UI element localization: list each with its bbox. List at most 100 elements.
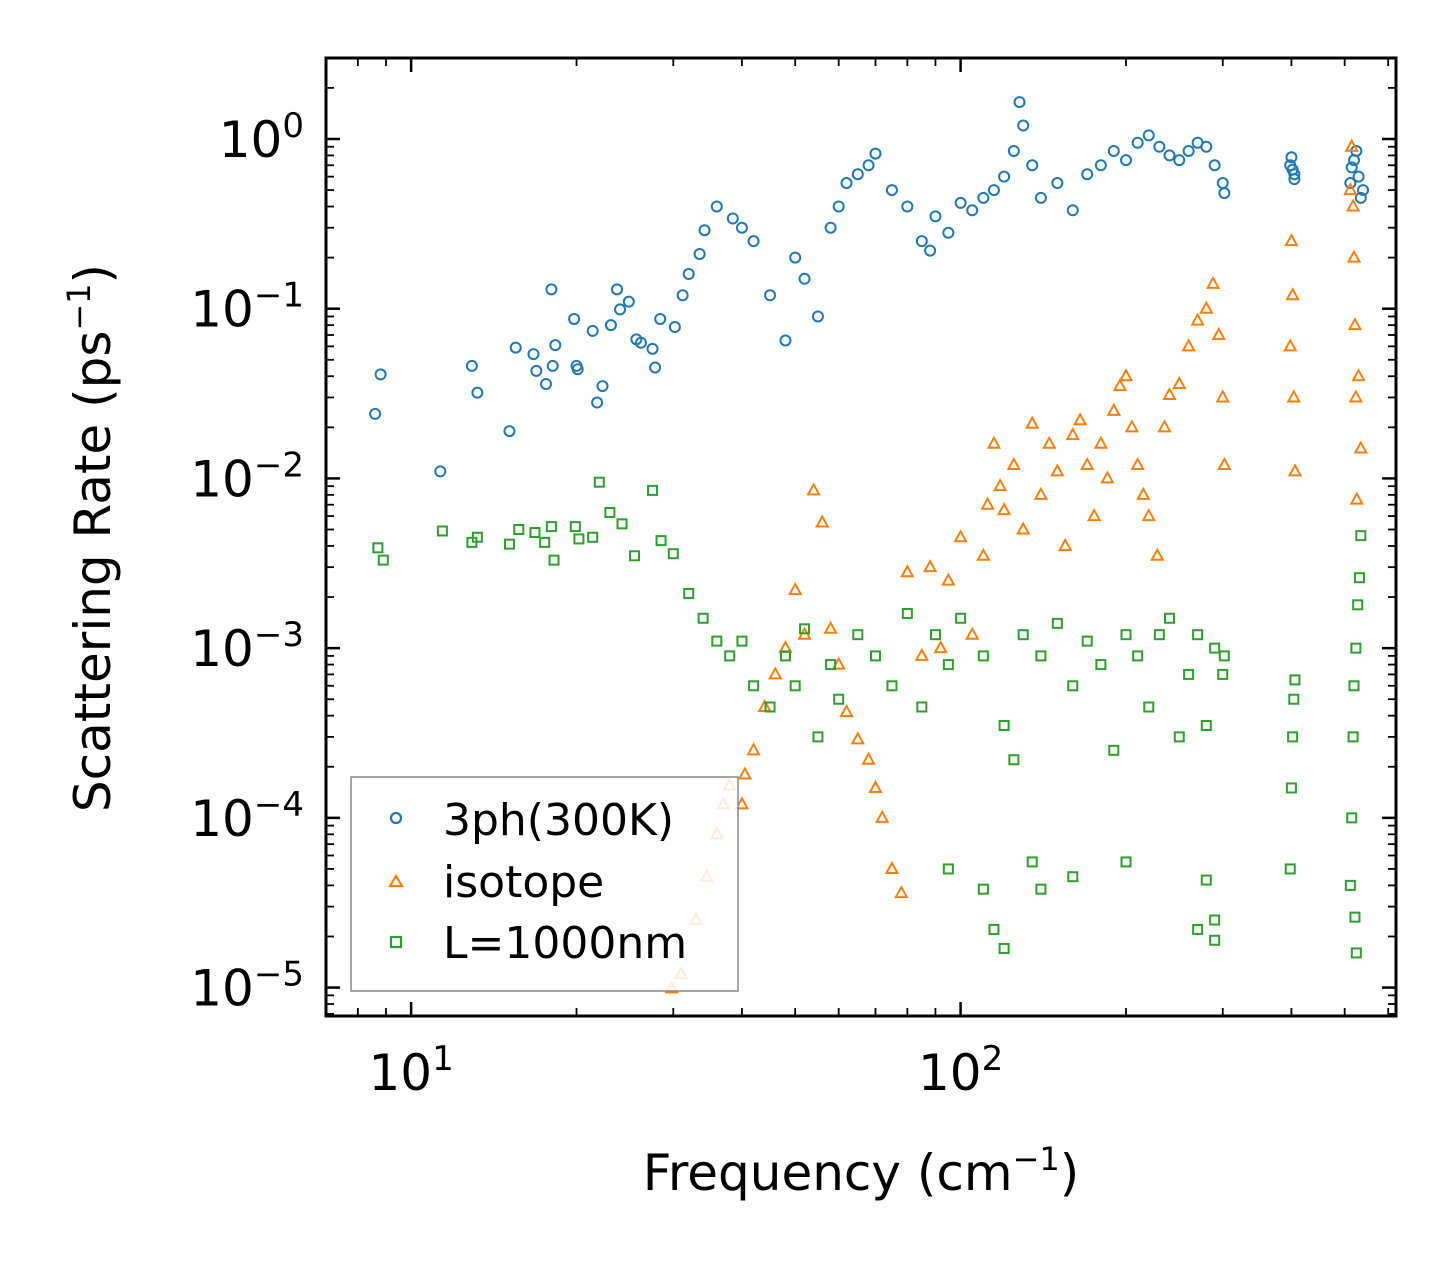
data-point-square <box>1108 744 1120 756</box>
data-point-square <box>372 542 384 554</box>
data-point-square <box>503 538 515 550</box>
data-point-square <box>1350 642 1362 654</box>
data-point-circle <box>1345 161 1358 174</box>
data-point-triangle <box>1344 138 1359 152</box>
data-point-square <box>789 680 801 692</box>
data-point-circle <box>862 159 875 172</box>
data-point-square <box>1344 879 1356 891</box>
data-point-square <box>1217 668 1229 680</box>
data-point-circle <box>1182 144 1195 157</box>
y-tick-label: 100 <box>219 106 304 169</box>
data-point-square <box>852 629 864 641</box>
legend-label-3ph: 3ph(300K) <box>443 795 674 846</box>
data-point-triangle <box>1065 427 1080 441</box>
data-point-triangle <box>746 742 761 756</box>
data-point-triangle <box>815 514 830 528</box>
data-point-triangle <box>900 564 915 578</box>
y-tick-label: 10−2 <box>190 445 304 508</box>
data-point-circle <box>682 268 695 281</box>
data-point-triangle <box>1283 338 1298 352</box>
data-point-square <box>1153 629 1165 641</box>
data-point-triangle <box>1150 547 1165 561</box>
data-point-square <box>573 533 585 545</box>
data-point-triangle <box>976 547 991 561</box>
data-point-triangle <box>922 559 938 573</box>
data-point-circle <box>998 170 1011 183</box>
data-point-square <box>545 521 557 533</box>
data-point-circle <box>698 224 711 237</box>
data-point-square <box>869 650 881 662</box>
y-axis-label-text: Scattering Rate (ps <box>64 331 122 812</box>
data-point-circle <box>840 177 853 190</box>
data-point-circle <box>811 310 824 323</box>
legend-marker-3ph <box>389 811 403 825</box>
data-point-square <box>1067 871 1079 883</box>
data-point-circle <box>611 283 624 296</box>
data-point-circle <box>851 168 864 181</box>
data-point-square <box>998 942 1010 954</box>
data-point-square <box>977 883 989 895</box>
data-point-square <box>724 650 736 662</box>
y-tick-label: 10−1 <box>190 276 304 339</box>
data-point-square <box>1346 812 1358 824</box>
data-point-square <box>1200 874 1212 886</box>
data-point-square <box>942 863 954 875</box>
data-point-triangle <box>1072 412 1088 426</box>
data-point-square <box>1173 731 1185 743</box>
data-point-circle <box>614 303 627 316</box>
data-point-triangle <box>861 751 876 765</box>
data-point-square <box>604 506 616 518</box>
data-point-circle <box>1017 119 1030 132</box>
series-triangle <box>664 138 1369 994</box>
data-point-triangle <box>1006 456 1022 470</box>
x-axis-label-text: Frequency (cm <box>643 1144 1013 1202</box>
data-point-circle <box>901 200 914 213</box>
data-point-triangle <box>1080 456 1095 470</box>
data-point-circle <box>1007 144 1020 157</box>
data-point-square <box>1209 642 1221 654</box>
data-point-triangle <box>1211 326 1226 340</box>
series-circle <box>369 96 1370 478</box>
data-point-circle <box>503 425 516 438</box>
data-point-square <box>1209 934 1221 946</box>
data-point-triangle <box>992 478 1008 492</box>
data-point-circle <box>676 289 689 302</box>
data-point-square <box>1143 701 1155 713</box>
data-point-triangle <box>1199 300 1214 314</box>
data-point-circle <box>571 363 584 376</box>
data-point-circle <box>509 341 522 354</box>
data-point-square <box>886 680 898 692</box>
data-point-triangle <box>1025 415 1040 429</box>
data-point-triangle <box>1215 389 1230 403</box>
data-point-square <box>471 531 483 543</box>
data-point-triangle <box>1086 507 1102 522</box>
data-point-square <box>513 524 525 536</box>
data-point-triangle <box>1106 402 1121 416</box>
data-point-square <box>647 484 659 496</box>
data-point-circle <box>1034 191 1047 204</box>
data-point-circle <box>549 339 562 352</box>
data-point-circle <box>764 289 777 302</box>
data-point-square <box>1218 650 1230 662</box>
data-point-triangle <box>839 704 854 718</box>
data-point-square <box>779 650 791 662</box>
data-point-triangle <box>1124 419 1140 433</box>
data-point-triangle <box>787 581 803 596</box>
data-point-circle <box>1352 170 1365 183</box>
data-point-triangle <box>1217 456 1232 470</box>
data-point-triangle <box>1286 389 1301 403</box>
data-point-circle <box>942 226 955 239</box>
data-point-circle <box>465 359 478 372</box>
data-point-triangle <box>965 626 980 640</box>
data-point-triangle <box>1057 537 1073 551</box>
data-point-circle <box>1120 154 1133 167</box>
data-point-circle <box>546 359 559 372</box>
data-point-triangle <box>1093 435 1109 449</box>
data-point-square <box>436 525 448 537</box>
data-point-square <box>548 554 560 566</box>
data-point-triangle <box>823 620 838 634</box>
series-square <box>372 476 1367 959</box>
data-point-square <box>616 518 628 530</box>
data-point-triangle <box>1157 419 1172 433</box>
data-point-triangle <box>1141 507 1156 522</box>
